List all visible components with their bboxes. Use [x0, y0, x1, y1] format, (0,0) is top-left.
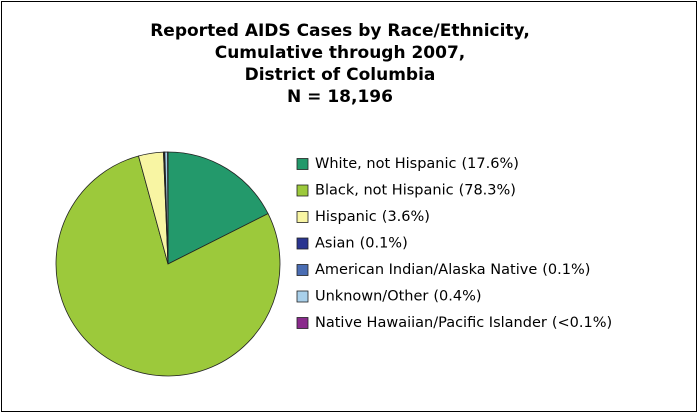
legend-label: White, not Hispanic (17.6%) [315, 156, 519, 172]
legend-value: (78.3%) [459, 183, 516, 199]
legend-swatch [296, 237, 309, 250]
legend-swatch [296, 158, 309, 170]
legend-name: Black, not Hispanic [315, 183, 454, 199]
legend-label: Native Hawaiian/Pacific Islander (<0.1%) [315, 315, 612, 331]
chart-title: N = 18,196 [287, 87, 393, 107]
legend-name: Native Hawaiian/Pacific Islander [315, 315, 547, 331]
legend-name: American Indian/Alaska Native [315, 262, 537, 278]
legend-label: Unknown/Other (0.4%) [315, 289, 482, 305]
legend-name: White, not Hispanic [315, 156, 457, 172]
legend-swatch [296, 184, 309, 197]
legend-name: Unknown/Other [315, 289, 428, 305]
legend-swatch [296, 211, 309, 223]
legend-name: Hispanic [315, 209, 377, 225]
legend-swatch [296, 264, 309, 276]
pie-slice [55, 155, 281, 377]
legend-name: Asian [315, 236, 355, 252]
legend-value: (0.4%) [433, 289, 481, 305]
legend-value: (17.6%) [462, 156, 519, 172]
pie-slice [167, 151, 269, 265]
legend-value: (0.1%) [542, 262, 590, 278]
legend-label: Hispanic (3.6%) [315, 209, 430, 225]
legend-label: Black, not Hispanic (78.3%) [315, 183, 516, 199]
chart-title: District of Columbia [245, 65, 436, 85]
legend-swatch [296, 317, 309, 329]
legend-value: (3.6%) [382, 209, 430, 225]
legend-label: Asian (0.1%) [315, 236, 408, 252]
legend-value: (0.1%) [360, 236, 408, 252]
legend-swatch [296, 290, 309, 303]
legend-value: (<0.1%) [552, 315, 612, 331]
legend-label: American Indian/Alaska Native (0.1%) [315, 262, 590, 278]
chart-title: Reported AIDS Cases by Race/Ethnicity, [150, 21, 530, 41]
chart-title: Cumulative through 2007, [215, 43, 466, 63]
